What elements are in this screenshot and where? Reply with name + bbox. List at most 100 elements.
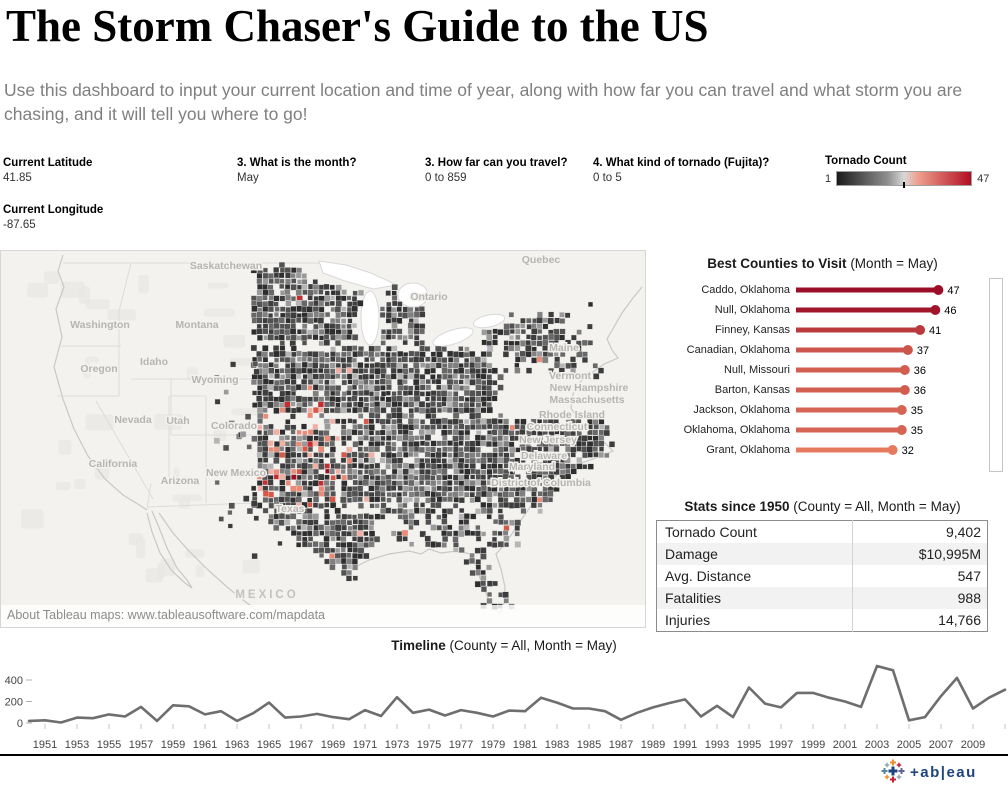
svg-text:1971: 1971 [353,739,377,751]
bar-row[interactable]: Oklahoma, Oklahoma 35 [656,420,1006,440]
stats-row: Damage $10,995M [656,543,988,565]
bar-row[interactable]: Grant, Oklahoma 32 [656,440,1006,460]
map-label: Connecticut [527,421,588,433]
bottom-divider [0,754,1008,756]
stats-row: Avg. Distance 547 [657,565,988,587]
filter-month: 3. What is the month? May [237,157,356,184]
svg-text:37: 37 [917,345,929,357]
stats-title: Stats since 1950 (County = All, Month = … [684,499,961,514]
county-label: Barton, Kansas [714,384,790,396]
lollipop-mark[interactable]: 47 [795,280,1005,300]
svg-text:36: 36 [914,365,926,377]
timeline-line [27,664,1007,724]
fujita-value[interactable]: 0 to 5 [593,172,622,184]
lollipop-mark[interactable]: 37 [795,340,1005,360]
map-attribution[interactable]: About Tableau maps: www.tableausoftware.… [1,605,645,627]
bar-row[interactable]: Jackson, Oklahoma 35 [656,400,1006,420]
filter-label: Current Longitude [3,204,104,216]
bar-row[interactable]: Null, Missouri 36 [656,360,1006,380]
map-label: Maine [549,342,579,354]
county-label: Grant, Oklahoma [706,444,790,456]
svg-text:32: 32 [902,445,914,457]
svg-text:1955: 1955 [97,739,121,751]
svg-text:1951: 1951 [33,739,57,751]
map-label: Rhode Island [539,409,605,421]
bar-row[interactable]: Canadian, Oklahoma 37 [656,340,1006,360]
map-label: Oregon [80,363,117,375]
us-tornado-map[interactable]: Saskatchewan Quebec Ontario Washington Monta… [0,250,646,628]
stats-table: Tornado Count 9,402 Damage $10,995M Avg. Dis… [656,520,988,632]
svg-text:2001: 2001 [833,739,857,751]
svg-text:1965: 1965 [257,739,281,751]
lollipop-mark[interactable]: 36 [795,380,1005,400]
county-label: Oklahoma, Oklahoma [683,424,790,436]
svg-text:1999: 1999 [801,739,825,751]
map-label: Colorado [211,420,257,432]
tableau-logo[interactable]: +ab|eau [880,758,1004,785]
timeline-chart[interactable]: 0 200 400 1951 1953 1955 1957 1959 1961 1963 1965 1… [0,658,1008,755]
map-label: Saskatchewan [190,260,262,272]
bar-row[interactable]: Barton, Kansas 36 [656,380,1006,400]
svg-text:1961: 1961 [193,739,217,751]
map-label: MEXICO [235,589,298,601]
legend-title: Tornado Count [825,155,907,167]
stat-label: Fatalities [665,589,722,606]
legend-min: 1 [825,172,832,185]
stat-value: 9,402 [852,520,988,543]
stats-row: Fatalities 988 [656,587,988,609]
bar-row[interactable]: Finney, Kansas 41 [656,320,1006,340]
current-latitude-value[interactable]: 41.85 [3,172,32,184]
stat-value: 988 [852,587,988,609]
tornado-count-color-legend: Tornado Count 1 47 [825,155,1005,188]
stats-row: Injuries 14,766 [657,609,988,632]
us-map-svg[interactable]: Saskatchewan Quebec Ontario Washington Monta… [1,251,645,627]
county-label: Null, Oklahoma [714,304,790,316]
current-longitude-value[interactable]: -87.65 [3,219,36,231]
travel-distance-value[interactable]: 0 to 859 [425,172,467,184]
county-label: Caddo, Oklahoma [701,284,790,296]
scrollbar[interactable] [989,278,1003,472]
lollipop-mark[interactable]: 36 [795,360,1005,380]
map-label: Texas [276,503,305,515]
svg-text:47: 47 [947,285,959,297]
stat-value: 14,766 [852,609,988,632]
lollipop-mark[interactable]: 35 [795,400,1005,420]
map-label: District of Columbia [491,477,591,489]
map-label: New Mexico [206,467,266,479]
lollipop-mark[interactable]: 35 [795,420,1005,440]
svg-text:1975: 1975 [417,739,441,751]
svg-text:2003: 2003 [865,739,889,751]
svg-text:1957: 1957 [129,739,153,751]
filter-fujita: 4. What kind of tornado (Fujita)? 0 to 5 [593,157,769,184]
map-label: Idaho [140,356,168,368]
filter-label: 3. How far can you travel? [425,157,568,169]
lollipop-mark[interactable]: 41 [795,320,1005,340]
month-value[interactable]: May [237,172,259,184]
svg-text:1985: 1985 [577,739,601,751]
filter-label: Current Latitude [3,157,93,169]
lollipop-mark[interactable]: 46 [795,300,1005,320]
svg-text:1967: 1967 [289,739,313,751]
svg-text:0: 0 [17,718,23,730]
stat-label: Injuries [665,611,711,628]
svg-text:1953: 1953 [65,739,89,751]
map-label: Quebec [522,254,561,266]
svg-text:1995: 1995 [737,739,761,751]
bar-row[interactable]: Null, Oklahoma 46 [656,300,1006,320]
legend-max: 47 [977,172,990,185]
svg-text:2007: 2007 [929,739,953,751]
bar-row[interactable]: Caddo, Oklahoma 47 [656,280,1006,300]
legend-gradient-bar [836,171,973,188]
map-label: Utah [166,415,189,427]
stat-value: 547 [852,565,988,587]
svg-text:1969: 1969 [321,739,345,751]
lollipop-mark[interactable]: 32 [795,440,1005,460]
county-label: Finney, Kansas [714,324,790,336]
svg-text:1979: 1979 [481,739,505,751]
svg-text:1997: 1997 [769,739,793,751]
svg-text:35: 35 [911,405,923,417]
svg-text:36: 36 [914,385,926,397]
svg-text:1981: 1981 [513,739,537,751]
svg-text:1977: 1977 [449,739,473,751]
